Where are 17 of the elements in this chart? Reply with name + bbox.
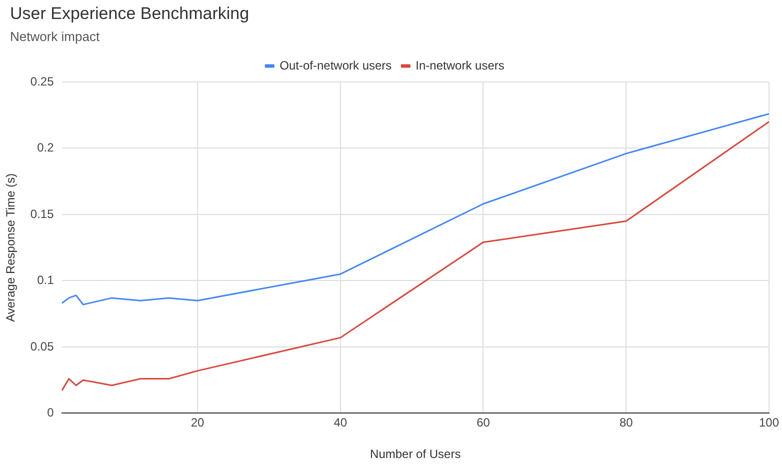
- y-tick-label: 0.05: [30, 339, 54, 354]
- x-tick-label: 40: [334, 416, 348, 430]
- x-tick-label: 100: [758, 416, 780, 430]
- y-tick-label: 0.1: [37, 273, 54, 288]
- y-tick-label: 0.25: [30, 74, 54, 88]
- y-tick-label: 0.15: [30, 206, 54, 221]
- y-tick-label: 0: [47, 406, 54, 420]
- x-axis-title: Number of Users: [370, 447, 461, 462]
- y-tick-label: 0.2: [37, 140, 54, 155]
- legend-label: In-network users: [416, 58, 504, 72]
- x-tick-label: 60: [476, 416, 490, 430]
- chart-title: User Experience Benchmarking: [10, 4, 250, 24]
- x-tick-label: 80: [619, 416, 634, 430]
- y-axis-title: Average Response Time (s): [4, 173, 18, 322]
- x-tick-label: 20: [190, 416, 204, 430]
- legend-label: Out-of-network users: [280, 58, 392, 72]
- chart-subtitle: Network impact: [10, 29, 100, 44]
